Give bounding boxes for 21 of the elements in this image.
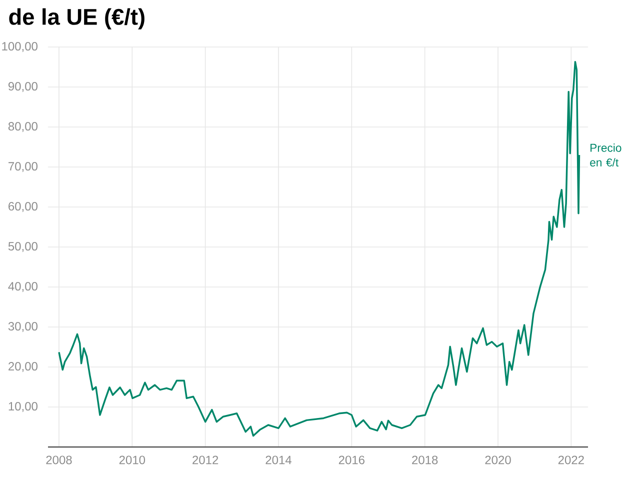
- line-series: [58, 60, 580, 437]
- y-tick-label: 10,00: [8, 402, 38, 412]
- x-tick-label: 2012: [192, 456, 218, 464]
- y-tick-label: 80,00: [8, 122, 38, 132]
- y-tick-label: 40,00: [8, 282, 38, 292]
- y-tick-label: 70,00: [8, 162, 38, 172]
- x-tick-label: 2018: [412, 456, 438, 464]
- y-tick-label: 100,00: [2, 42, 38, 52]
- series-label: Precio en €/t: [590, 144, 622, 166]
- x-tick-label: 2020: [485, 456, 511, 464]
- x-tick-label: 2010: [119, 456, 146, 464]
- y-tick-label: 20,00: [8, 362, 38, 372]
- y-tick-label: 50,00: [8, 242, 38, 252]
- y-tick-label: 30,00: [8, 322, 38, 332]
- x-tick-label: 2014: [266, 456, 292, 464]
- x-tick-label: 2008: [46, 456, 72, 464]
- y-tick-label: 60,00: [8, 202, 38, 212]
- x-tick-label: 2022: [558, 456, 584, 464]
- y-tick-label: 90,00: [8, 82, 38, 92]
- chart-title: de la UE (€/t): [9, 8, 144, 30]
- x-tick-label: 2016: [338, 456, 364, 464]
